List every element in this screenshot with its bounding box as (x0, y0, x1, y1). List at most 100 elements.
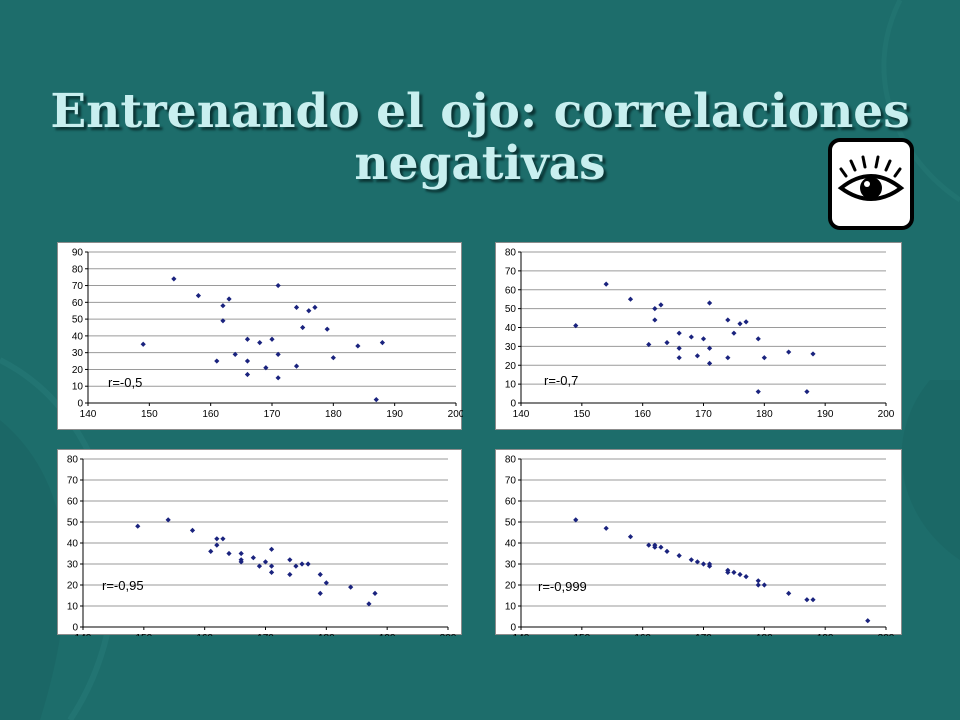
y-tick-label: 30 (505, 342, 517, 353)
x-tick-label: 170 (264, 409, 281, 420)
x-tick-label: 200 (878, 633, 895, 636)
y-tick-label: 40 (505, 539, 517, 550)
data-point (244, 358, 251, 364)
x-tick-label: 140 (513, 633, 530, 636)
scatter-plot-3: 0 10 20 30 40 50 60 70 80 140 150 160 170 180 190 200 (67, 455, 457, 637)
data-point (226, 550, 232, 557)
data-point (317, 590, 323, 596)
data-point (244, 336, 251, 342)
slide-title: Entrenando el ojo: correlaciones negativ… (40, 86, 920, 190)
title-line-1: Entrenando el ojo: correlaciones (50, 84, 910, 139)
data-point (755, 389, 761, 395)
data-point (573, 323, 579, 329)
y-tick-label: 0 (77, 399, 83, 410)
title-line-2: negativas (354, 136, 606, 191)
data-point (700, 336, 707, 342)
y-tick-label: 70 (67, 476, 79, 487)
data-point (652, 306, 658, 312)
x-tick-label: 140 (80, 409, 97, 420)
data-point (275, 282, 281, 289)
x-tick-label: 180 (325, 409, 342, 420)
y-tick-label: 60 (505, 497, 517, 508)
y-tick-label: 40 (72, 331, 84, 342)
data-point (140, 341, 146, 347)
y-tick-label: 50 (505, 304, 517, 315)
data-point (195, 293, 201, 299)
data-point (312, 304, 318, 310)
data-point (238, 550, 244, 557)
y-tick-label: 20 (67, 581, 79, 592)
data-point (737, 571, 743, 578)
data-point (220, 303, 226, 309)
scatter-chart-3: 0 10 20 30 40 50 60 70 80 140 150 160 170 180 190 200 r… (57, 449, 462, 637)
x-tick-label: 160 (196, 633, 213, 636)
data-point (700, 561, 707, 567)
x-tick-label: 140 (75, 633, 92, 636)
scatter-chart-4: 0 10 20 30 40 50 60 70 80 140 150 160 170 180 190 200 r… (495, 449, 902, 637)
y-tick-label: 70 (72, 281, 84, 292)
data-point (664, 340, 670, 346)
data-point (373, 397, 379, 403)
data-point (379, 340, 385, 346)
y-tick-label: 50 (72, 315, 84, 326)
y-tick-label: 40 (505, 323, 517, 334)
data-point (688, 557, 694, 563)
y-tick-label: 70 (505, 266, 517, 277)
data-point (743, 574, 749, 580)
data-point (287, 571, 293, 578)
y-tick-label: 0 (510, 623, 516, 634)
data-point (786, 590, 792, 596)
y-tick-label: 20 (72, 365, 84, 376)
x-tick-label: 150 (141, 409, 158, 420)
data-point (603, 281, 609, 287)
data-point (300, 324, 306, 331)
data-point (646, 341, 652, 348)
data-point (262, 559, 269, 565)
y-tick-label: 60 (67, 497, 79, 508)
data-point (305, 561, 311, 567)
data-point (694, 353, 701, 359)
y-tick-label: 20 (505, 361, 517, 372)
data-point (688, 334, 694, 340)
y-tick-label: 0 (72, 623, 78, 634)
data-point (250, 555, 256, 561)
y-tick-label: 10 (67, 602, 79, 613)
data-point (355, 343, 361, 349)
eye-icon (828, 138, 914, 230)
data-point (257, 340, 263, 346)
y-tick-label: 10 (505, 602, 517, 613)
correlation-label-1: r=-0,5 (108, 375, 143, 390)
data-point (135, 523, 141, 529)
y-tick-label: 80 (67, 455, 79, 466)
x-tick-label: 170 (695, 409, 712, 420)
y-tick-label: 60 (505, 285, 517, 296)
data-point (743, 319, 749, 325)
y-tick-label: 50 (67, 518, 79, 529)
data-point (725, 355, 731, 361)
scatter-plot-1: 0 10 20 30 40 50 60 70 80 90 140 150 160 170 180 190 200 (72, 248, 463, 421)
x-tick-label: 190 (386, 409, 403, 420)
correlation-label-3: r=-0,95 (102, 578, 144, 593)
y-tick-label: 0 (510, 399, 516, 410)
data-point (725, 317, 731, 323)
y-tick-label: 90 (72, 248, 84, 259)
data-point (275, 375, 281, 381)
y-tick-label: 30 (72, 348, 84, 359)
data-point (220, 318, 226, 324)
x-tick-label: 180 (756, 633, 773, 636)
data-point (287, 557, 293, 563)
y-tick-label: 70 (505, 476, 517, 487)
data-point (268, 569, 275, 575)
x-tick-label: 160 (634, 409, 651, 420)
scatter-plot-4: 0 10 20 30 40 50 60 70 80 140 150 160 170 180 190 200 (505, 455, 895, 637)
data-point (214, 358, 220, 364)
x-tick-label: 140 (513, 409, 530, 420)
data-point (244, 371, 251, 378)
data-point (737, 321, 743, 327)
data-point (731, 569, 737, 575)
x-tick-label: 180 (318, 633, 335, 636)
data-point (214, 536, 220, 542)
x-tick-label: 160 (634, 633, 651, 636)
x-tick-label: 190 (379, 633, 396, 636)
data-point (652, 317, 658, 323)
